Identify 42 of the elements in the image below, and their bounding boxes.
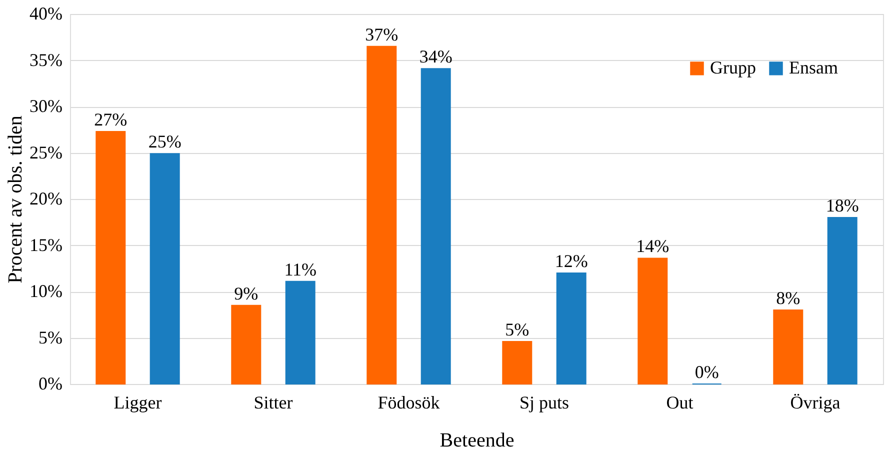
- y-tick-label: 10%: [30, 281, 62, 301]
- bar: [150, 153, 180, 384]
- data-label: 18%: [826, 196, 859, 216]
- data-label: 8%: [776, 288, 800, 308]
- y-tick-label: 25%: [30, 142, 62, 162]
- y-tick-label: 15%: [30, 234, 62, 255]
- data-label: 14%: [636, 236, 670, 256]
- bar: [773, 310, 804, 384]
- y-tick-label: 30%: [30, 96, 62, 116]
- x-tick-label: Sj puts: [519, 392, 570, 412]
- data-label: 5%: [505, 319, 530, 340]
- x-tick-label: Övriga: [790, 392, 840, 412]
- x-axis-title: Beteende: [440, 430, 514, 452]
- legend-label: Grupp: [710, 57, 756, 78]
- data-label: 12%: [554, 251, 588, 271]
- y-tick-label: 5%: [38, 327, 62, 348]
- data-label: 9%: [234, 283, 258, 304]
- bar: [285, 280, 316, 384]
- bar: [638, 258, 668, 384]
- legend-label: Ensam: [789, 57, 838, 78]
- x-tick-label: Födosök: [378, 392, 440, 412]
- bar: [827, 217, 858, 384]
- y-tick-label: 35%: [30, 50, 62, 70]
- bar: [502, 340, 532, 384]
- x-tick-label: Out: [666, 392, 694, 412]
- bar: [96, 130, 126, 384]
- y-axis-title: Procent av obs. tiden: [4, 116, 27, 284]
- data-label: 11%: [284, 259, 317, 280]
- bar: [556, 272, 586, 384]
- y-tick-label: 20%: [30, 188, 62, 208]
- bar: [420, 68, 451, 384]
- bar: [366, 46, 397, 384]
- bar: [231, 304, 262, 384]
- data-label: 27%: [94, 109, 128, 130]
- x-tick-label: Sitter: [254, 392, 293, 412]
- data-label: 34%: [419, 46, 452, 67]
- y-tick-label: 0%: [38, 374, 62, 394]
- y-tick-label: 40%: [30, 4, 62, 24]
- data-label: 25%: [148, 132, 182, 152]
- data-label: 37%: [365, 24, 398, 44]
- data-label: 0%: [694, 362, 719, 382]
- x-tick-label: Ligger: [114, 392, 162, 412]
